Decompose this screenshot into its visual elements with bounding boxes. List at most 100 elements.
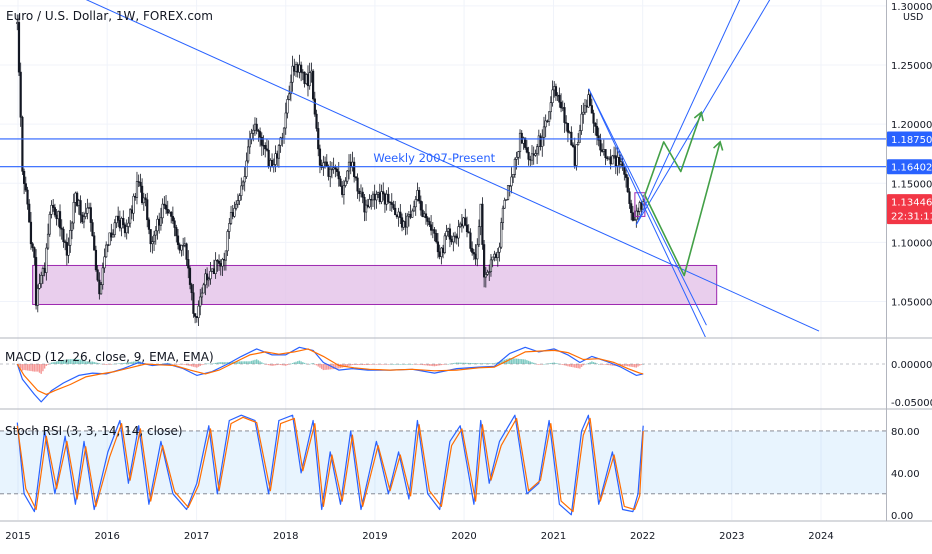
candle-body <box>628 191 631 204</box>
macd-histogram-bar <box>25 364 27 371</box>
macd-histogram-bar <box>226 362 229 365</box>
trend-line <box>588 88 706 337</box>
macd-indicator-title[interactable]: MACD (12, 26, close, 9, EMA, EMA) <box>5 350 214 364</box>
candle-body <box>274 153 277 165</box>
candle-body <box>544 120 547 128</box>
macd-histogram-bar <box>435 364 437 367</box>
candle-body <box>382 191 385 195</box>
candle-body <box>532 153 535 156</box>
candle-body <box>248 139 251 148</box>
drawing-tools-layer[interactable]: Weekly 2007-Present <box>0 0 886 343</box>
macd-histogram-bar <box>184 364 186 365</box>
candle-body <box>353 161 356 177</box>
macd-histogram-bar <box>298 360 301 365</box>
candle-body <box>339 178 342 187</box>
candle-body <box>28 203 31 223</box>
candle-body <box>245 160 248 177</box>
candle-body <box>383 193 387 205</box>
bar-countdown: 22:31:11 <box>891 212 932 223</box>
candle-body <box>430 224 433 231</box>
macd-histogram-bar <box>315 364 318 366</box>
candle-body <box>164 204 168 210</box>
macd-tick-label: -0.05000 <box>891 398 932 409</box>
macd-histogram-bar <box>326 364 328 370</box>
support-zone-layer <box>32 264 718 305</box>
candle-body <box>144 197 147 200</box>
macd-histogram-bar <box>433 364 436 367</box>
macd-histogram-bar <box>76 359 78 365</box>
candle-body <box>156 218 159 232</box>
candle-body <box>496 251 499 258</box>
candle-body <box>241 181 245 187</box>
candle-body <box>573 146 576 166</box>
candle-body <box>282 127 286 140</box>
candle-body <box>418 190 421 202</box>
candle-body <box>388 201 392 203</box>
candle-body <box>50 204 53 215</box>
macd-histogram-bar <box>120 363 123 365</box>
macd-histogram-bar <box>628 364 631 367</box>
time-tick-label: 2016 <box>94 531 119 542</box>
symbol-title[interactable]: Euro / U.S. Dollar, 1W, FOREX.com <box>6 9 213 23</box>
candle-body <box>537 135 540 148</box>
macd-histogram-bar <box>544 363 547 365</box>
candle-body <box>387 193 390 203</box>
macd-histogram-bar <box>322 364 325 371</box>
time-scale[interactable]: 2015 2016 2017 2018 2019 2020 2021 2022 2023 2024 <box>5 531 833 542</box>
stoch-rsi-indicator-title[interactable]: Stoch RSI (3, 3, 14, 14, close) <box>5 424 183 438</box>
candle-body <box>638 202 641 212</box>
macd-histogram-bar <box>459 362 461 365</box>
macd-histogram-bar <box>61 360 63 365</box>
candle-body <box>99 284 103 295</box>
macd-histogram-bar <box>368 364 371 365</box>
candle-body <box>40 275 43 285</box>
macd-histogram-bar <box>387 364 390 365</box>
grid-lines <box>0 0 886 520</box>
macd-histogram-bar <box>538 364 540 365</box>
candle-body <box>195 316 198 318</box>
candle-body <box>276 153 279 159</box>
macd-histogram-bar <box>627 364 629 367</box>
candle-body <box>265 148 269 151</box>
macd-histogram-bar <box>394 364 396 365</box>
candle-body <box>38 283 41 289</box>
candle-body <box>571 144 575 147</box>
candle-body <box>115 215 118 224</box>
macd-histogram-bar <box>533 362 535 365</box>
candle-body <box>180 245 183 251</box>
macd-histogram-bar <box>202 364 205 365</box>
candle-body <box>330 168 334 171</box>
macd-histogram-bar <box>637 364 639 367</box>
macd-histogram-bar <box>303 362 306 365</box>
macd-histogram-bar <box>382 364 384 365</box>
candle-body <box>344 180 347 186</box>
trend-line <box>85 0 820 332</box>
candle-body <box>385 193 388 205</box>
macd-histogram-bar <box>274 364 277 366</box>
macd-histogram-bar <box>238 361 241 365</box>
price-scale[interactable]: 1.30000 1.25000 1.20000 1.15000 1.10000 1.050… <box>887 2 932 522</box>
candle-body <box>448 228 452 240</box>
candle-body <box>455 235 458 239</box>
macd-histogram-bar <box>30 364 32 372</box>
candle-body <box>503 199 506 209</box>
macd-histogram-bar <box>543 364 545 365</box>
macd-histogram-bar <box>54 361 56 365</box>
macd-histogram-bar <box>338 364 340 369</box>
candle-body <box>212 268 216 274</box>
candle-body <box>243 176 246 183</box>
candle-body <box>506 185 510 200</box>
candle-body <box>498 246 501 253</box>
macd-histogram-bar <box>438 364 441 366</box>
candle-body <box>624 174 628 178</box>
macd-histogram-bar <box>332 364 335 370</box>
macd-histogram-bar <box>57 361 60 365</box>
price-tick-label: 1.10000 <box>891 238 932 249</box>
macd-histogram-bar <box>351 364 354 366</box>
candle-body <box>524 137 527 148</box>
candle-body <box>539 135 542 147</box>
macd-histogram-bar <box>609 364 612 366</box>
candle-body <box>288 93 291 100</box>
